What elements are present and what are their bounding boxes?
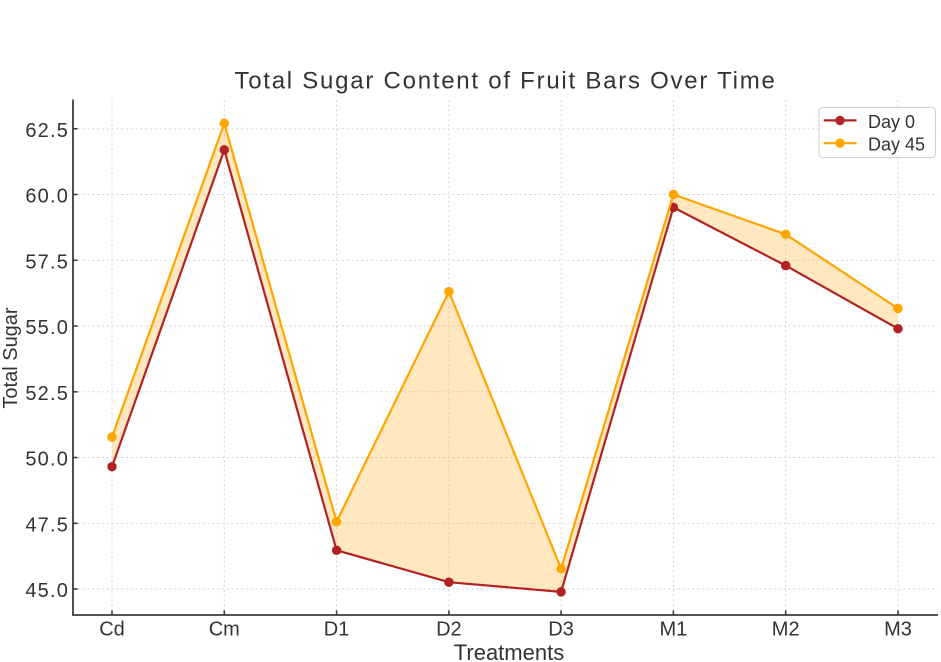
svg-text:Day 45: Day 45	[868, 135, 925, 155]
svg-text:Day 0: Day 0	[868, 112, 915, 132]
svg-text:62.5: 62.5	[25, 120, 69, 142]
svg-text:Treatments: Treatments	[454, 640, 564, 662]
svg-text:D3: D3	[548, 619, 574, 641]
svg-text:57.5: 57.5	[25, 251, 69, 273]
svg-text:47.5: 47.5	[25, 514, 69, 536]
svg-text:D2: D2	[436, 619, 462, 641]
svg-text:50.0: 50.0	[25, 449, 69, 471]
svg-text:55.0: 55.0	[25, 317, 69, 339]
svg-text:Total Sugar Content of Fruit B: Total Sugar Content of Fruit Bars Over T…	[234, 68, 776, 95]
svg-text:D1: D1	[324, 619, 350, 641]
svg-text:M3: M3	[884, 619, 912, 641]
svg-text:M2: M2	[772, 619, 800, 641]
svg-text:45.0: 45.0	[25, 580, 69, 602]
svg-text:52.5: 52.5	[25, 383, 69, 405]
svg-text:M1: M1	[660, 619, 688, 641]
svg-text:Cm: Cm	[209, 619, 240, 641]
svg-text:Total Sugar: Total Sugar	[0, 307, 22, 409]
svg-text:Cd: Cd	[99, 619, 125, 641]
svg-text:60.0: 60.0	[25, 186, 69, 208]
